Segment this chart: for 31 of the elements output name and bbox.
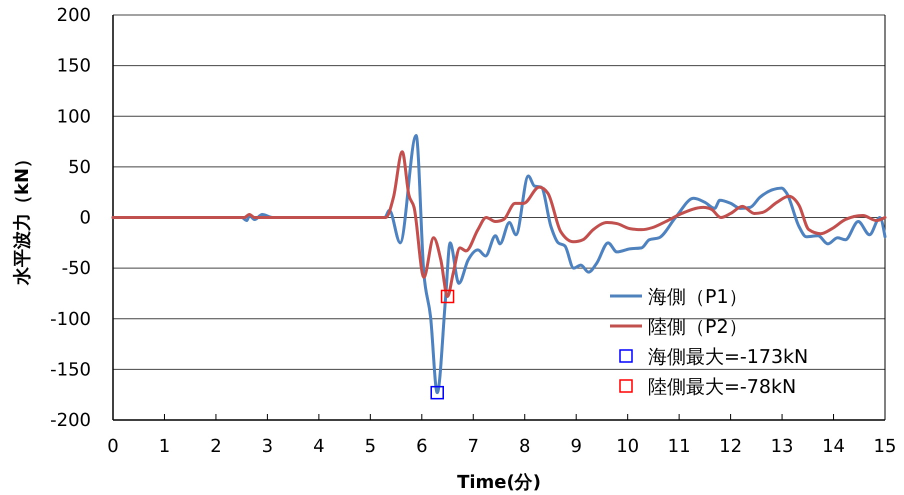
y-tick-label: 200 (56, 5, 91, 26)
x-tick-label: 14 (822, 436, 845, 457)
x-tick-label: 15 (874, 436, 896, 457)
y-tick-label: -100 (50, 308, 91, 330)
x-tick-label: 6 (416, 436, 428, 457)
x-tick-label: 5 (364, 436, 376, 457)
legend-label: 陸側（P2） (648, 316, 748, 338)
x-tick-label: 7 (468, 436, 479, 457)
x-tick-label: 2 (210, 436, 222, 457)
y-axis-title: 水平波力（kN） (12, 150, 33, 286)
x-tick-label: 10 (616, 436, 640, 457)
x-tick-label: 3 (262, 436, 274, 457)
x-tick-label: 4 (313, 436, 325, 457)
x-axis-title: Time(分) (457, 472, 541, 493)
legend-label: 海側（P1） (648, 286, 748, 308)
x-tick-label: 11 (668, 436, 691, 457)
y-tick-label: 100 (56, 106, 91, 128)
y-tick-label: -150 (50, 359, 91, 380)
x-tick-label: 13 (770, 436, 794, 457)
y-tick-label: -200 (50, 410, 91, 431)
x-tick-label: 8 (519, 436, 530, 457)
y-tick-label: -50 (62, 258, 91, 280)
legend-label: 海側最大=-173kN (648, 346, 808, 368)
legend-label: 陸側最大=-78kN (648, 376, 796, 398)
y-tick-label: 50 (68, 156, 91, 178)
x-tick-label: 9 (570, 436, 582, 457)
x-tick-label: 12 (719, 436, 742, 457)
y-tick-label: 150 (56, 56, 91, 77)
x-tick-label: 0 (107, 436, 119, 457)
x-tick-label: 1 (158, 436, 170, 457)
y-tick-label: 0 (80, 208, 91, 228)
